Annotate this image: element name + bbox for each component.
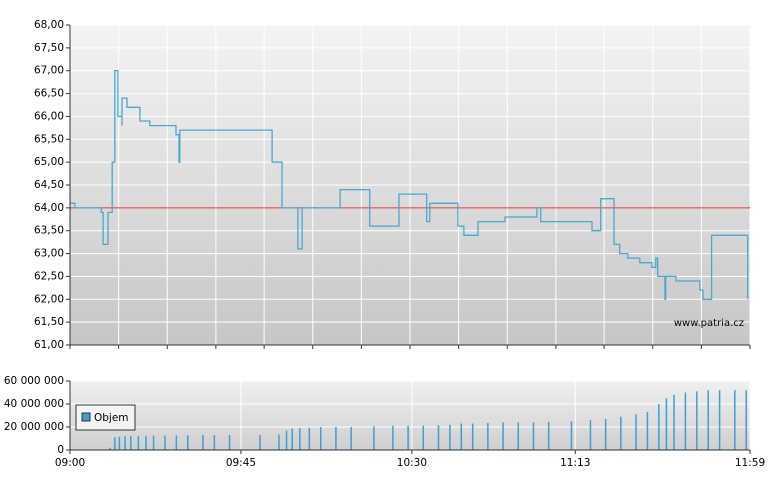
volume-bar: [308, 427, 311, 450]
x-tick-label: 11:59: [735, 457, 765, 469]
volume-bar: [137, 435, 140, 450]
volume-bar: [299, 428, 301, 450]
y-tick-label: 63,50: [34, 225, 64, 237]
volume-bar: [187, 435, 189, 450]
watermark: www.patria.cz: [674, 318, 744, 329]
volume-bar: [373, 426, 375, 450]
volume-bar: [130, 436, 132, 450]
volume-bar: [259, 435, 261, 450]
volume-bar: [684, 392, 687, 450]
volume-bar: [335, 427, 337, 450]
volume-bar: [635, 414, 637, 450]
volume-bar: [392, 425, 394, 450]
volume-bar: [350, 427, 352, 450]
volume-bar: [646, 412, 649, 450]
volume-bar: [118, 436, 121, 450]
y-tick-label: 66,00: [34, 110, 64, 122]
y-tick-label: 61,00: [34, 339, 64, 351]
volume-bar: [734, 390, 736, 450]
volume-bar: [407, 425, 409, 450]
y-tick-label: 65,00: [34, 156, 64, 168]
y-tick-label: 64,50: [34, 179, 64, 191]
volume-bar: [620, 416, 622, 450]
y-tick-label: 60 000 000: [4, 375, 64, 387]
y-tick-label: 62,00: [34, 293, 64, 305]
volume-bar: [124, 436, 126, 450]
volume-bar: [213, 435, 216, 450]
volume-bar: [145, 435, 147, 450]
y-tick-label: 62,50: [34, 270, 64, 282]
legend-label: Objem: [94, 412, 129, 424]
y-tick-label: 67,50: [34, 42, 64, 54]
volume-bar: [532, 422, 535, 450]
volume-bar: [449, 424, 451, 450]
volume-bar: [228, 435, 231, 450]
volume-bar: [589, 420, 592, 450]
volume-bar: [152, 435, 155, 450]
volume-bar: [487, 422, 489, 450]
x-tick-label: 10:30: [397, 457, 427, 469]
y-tick-label: 0: [57, 444, 64, 456]
volume-bar: [707, 390, 709, 450]
y-tick-label: 66,50: [34, 88, 64, 100]
legend-swatch: [81, 412, 91, 422]
y-tick-label: 68,00: [34, 19, 64, 31]
x-tick-label: 09:00: [55, 457, 85, 469]
volume-bar: [114, 437, 116, 450]
volume-bar: [278, 434, 280, 450]
volume-bar: [460, 423, 463, 450]
volume-bar: [517, 422, 520, 450]
y-tick-label: 63,00: [34, 248, 64, 260]
volume-bar: [604, 418, 607, 450]
volume-bar: [164, 435, 166, 450]
volume-bar: [696, 391, 698, 450]
y-tick-label: 20 000 000: [4, 421, 64, 433]
volume-bar: [202, 435, 204, 450]
volume-bar: [673, 394, 675, 450]
volume-bar: [502, 422, 504, 450]
volume-bar: [422, 425, 425, 450]
y-tick-label: 67,00: [34, 65, 64, 77]
y-tick-label: 40 000 000: [4, 398, 64, 410]
x-tick-label: 09:45: [226, 457, 256, 469]
volume-bar: [175, 435, 178, 450]
price-line: [70, 70, 749, 300]
x-tick-label: 11:13: [560, 457, 590, 469]
volume-bar: [658, 404, 660, 450]
volume-bar: [285, 430, 288, 450]
volume-bar: [437, 425, 440, 450]
volume-bar: [471, 423, 474, 450]
y-tick-label: 65,50: [34, 133, 64, 145]
y-tick-label: 61,50: [34, 316, 64, 328]
volume-bar: [109, 447, 111, 450]
volume-bar: [745, 390, 747, 450]
volume-bar: [570, 421, 573, 450]
volume-bar: [718, 390, 721, 450]
volume-bar: [665, 398, 668, 450]
y-tick-label: 64,00: [34, 202, 64, 214]
volume-bar: [291, 428, 293, 450]
volume-bar: [319, 427, 322, 450]
volume-bar: [547, 421, 550, 450]
